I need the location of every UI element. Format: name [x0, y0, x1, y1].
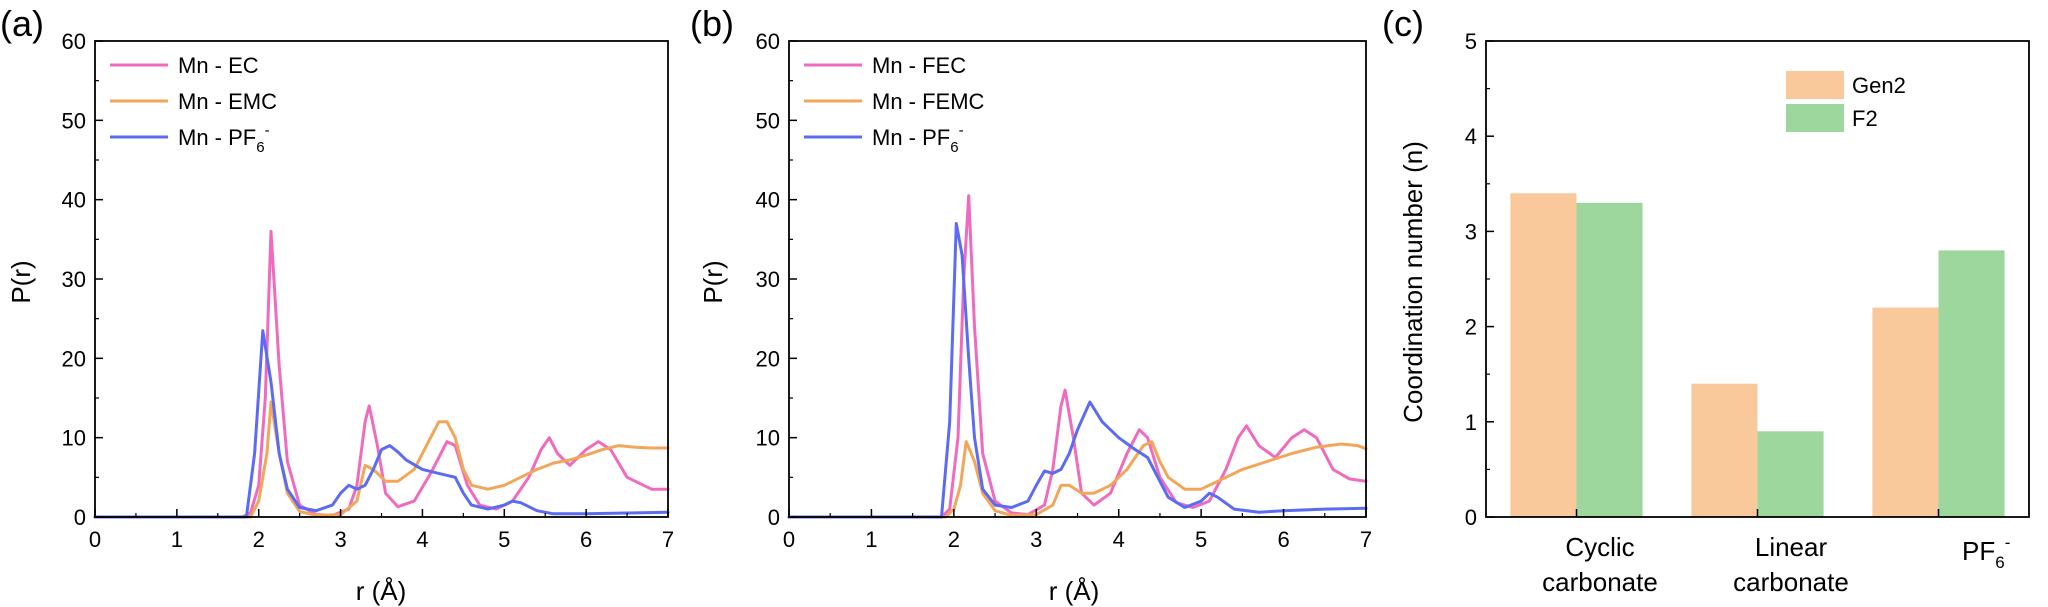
y-tick-label: 60 — [756, 29, 780, 54]
y-tick-label: 40 — [62, 188, 86, 213]
category-label-pf6: PF6- — [1962, 533, 2010, 572]
y-tick-label: 10 — [62, 426, 86, 451]
ticks-a: 0 1 2 3 4 5 6 7 0 10 20 30 40 50 60 — [62, 29, 675, 552]
x-tick-label: 2 — [253, 527, 265, 552]
x-tick-label: 0 — [783, 527, 795, 552]
x-tick-label: 1 — [865, 527, 877, 552]
series-line-b-0 — [787, 194, 1368, 519]
x-tick-label: 2 — [948, 527, 960, 552]
y-tick-label: 10 — [756, 426, 780, 451]
series-line-a-0 — [93, 229, 670, 519]
series-layer-b — [787, 194, 1368, 519]
y-tick-label: 30 — [756, 267, 780, 292]
panel-b: (b) P(r) r (Å) 0 1 2 3 4 5 6 7 0 10 20 30 40 50 60 Mn … — [690, 3, 1372, 606]
y-tick-label: 5 — [1465, 29, 1477, 54]
y-tick-label: 0 — [768, 505, 780, 530]
y-tick-label: 60 — [62, 29, 86, 54]
legend-label-gen2: Gen2 — [1852, 73, 1906, 98]
legend-label-mn-pf6: Mn - PF6- — [178, 122, 270, 156]
y-axis-title-a: P(r) — [6, 260, 36, 303]
legend-swatch-gen2 — [1786, 71, 1844, 99]
x-tick-label: 0 — [89, 527, 101, 552]
legend-c: Gen2 F2 — [1786, 71, 1906, 132]
category-label-cyclic-2: carbonate — [1542, 567, 1658, 597]
y-axis-title-b: P(r) — [698, 260, 728, 303]
panel-label-a: (a) — [0, 3, 44, 44]
y-tick-label: 3 — [1465, 219, 1477, 244]
y-tick-label: 30 — [62, 267, 86, 292]
x-axis-title-a: r (Å) — [356, 576, 407, 606]
x-tick-label: 6 — [580, 527, 592, 552]
category-labels-c: Cyclic carbonate Linear carbonate PF6- — [1542, 532, 2010, 597]
y-tick-label: 4 — [1465, 124, 1477, 149]
x-tick-label: 7 — [1360, 527, 1372, 552]
legend-a: Mn - EC Mn - EMC Mn - PF6- — [110, 53, 277, 156]
legend-b: Mn - FEC Mn - FEMC Mn - PF6- — [804, 53, 985, 156]
bar-gen2-cyclic — [1510, 193, 1577, 518]
x-axis-title-b: r (Å) — [1049, 576, 1100, 606]
y-tick-label: 0 — [74, 505, 86, 530]
ticks-b: 0 1 2 3 4 5 6 7 0 10 20 30 40 50 60 — [756, 29, 1373, 552]
y-tick-label: 50 — [756, 108, 780, 133]
panel-a: (a) P(r) r (Å) 0 1 2 3 4 5 6 7 0 10 20 30 40 50 60 Mn … — [0, 3, 674, 606]
bar-gen2-pf6 — [1872, 307, 1939, 517]
series-line-b-2 — [787, 222, 1368, 519]
series-line-a-1 — [93, 400, 670, 519]
legend-label-mn-ec: Mn - EC — [178, 53, 259, 78]
legend-label-mn-fec: Mn - FEC — [872, 53, 966, 78]
x-tick-label: 4 — [1113, 527, 1125, 552]
y-axis-title-c: Coordination number (n) — [1398, 141, 1428, 423]
legend-label-mn-pf6-b: Mn - PF6- — [872, 122, 964, 156]
y-tick-label: 20 — [756, 346, 780, 371]
legend-label-mn-emc: Mn - EMC — [178, 89, 277, 114]
series-layer-a — [93, 229, 670, 519]
x-tick-label: 3 — [1030, 527, 1042, 552]
panel-label-c: (c) — [1382, 3, 1424, 44]
category-label-linear-2: carbonate — [1733, 567, 1849, 597]
category-label-linear-1: Linear — [1755, 532, 1828, 562]
x-tick-label: 5 — [1195, 527, 1207, 552]
series-line-b-1 — [787, 440, 1368, 519]
bar-f2-cyclic — [1576, 202, 1643, 518]
bars-c — [1510, 193, 2005, 518]
x-tick-label: 7 — [662, 527, 674, 552]
panel-label-b: (b) — [690, 3, 734, 44]
y-tick-label: 40 — [756, 188, 780, 213]
x-tick-label: 6 — [1277, 527, 1289, 552]
y-tick-label: 1 — [1465, 410, 1477, 435]
y-tick-label: 20 — [62, 346, 86, 371]
x-tick-label: 4 — [416, 527, 428, 552]
y-tick-label: 2 — [1465, 315, 1477, 340]
x-tick-label: 3 — [334, 527, 346, 552]
panel-c: (c) Coordination number (n) 0 1 2 3 4 5 Cycli… — [1382, 3, 2030, 597]
category-label-cyclic-1: Cyclic — [1565, 532, 1634, 562]
y-tick-label: 50 — [62, 108, 86, 133]
legend-label-mn-femc: Mn - FEMC — [872, 89, 985, 114]
x-tick-label: 5 — [498, 527, 510, 552]
y-tick-label: 0 — [1465, 505, 1477, 530]
legend-label-f2: F2 — [1852, 106, 1878, 131]
bar-f2-linear — [1757, 431, 1824, 517]
ticks-c: 0 1 2 3 4 5 — [1465, 29, 1940, 530]
legend-swatch-f2 — [1786, 104, 1844, 132]
series-line-a-2 — [93, 329, 670, 519]
x-tick-label: 1 — [171, 527, 183, 552]
bar-f2-pf6 — [1938, 250, 2005, 517]
bar-gen2-linear — [1691, 383, 1758, 517]
